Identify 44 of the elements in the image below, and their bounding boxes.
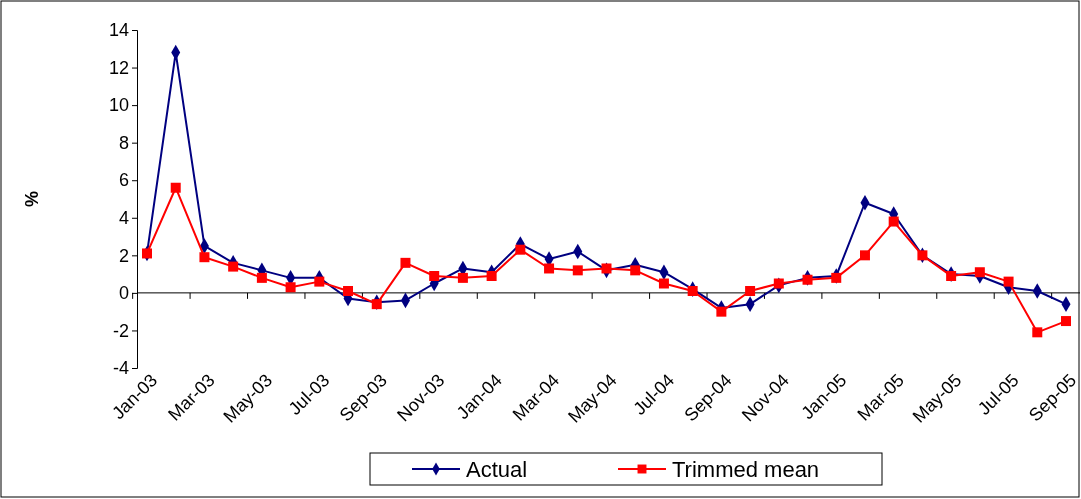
y-tick-label: -4: [112, 358, 129, 379]
point: [544, 263, 555, 274]
point: [1061, 316, 1071, 327]
point: [314, 276, 325, 287]
point: [400, 257, 411, 268]
legend-label: Actual: [466, 456, 528, 482]
point: [687, 286, 698, 297]
y-tick-label: 10: [108, 95, 129, 116]
point: [256, 272, 267, 283]
point: [974, 267, 985, 278]
point: [802, 274, 813, 285]
point: [199, 252, 210, 263]
y-tick-label: 4: [118, 208, 129, 229]
y-tick-label: 12: [108, 57, 129, 78]
point: [371, 299, 382, 310]
point: [601, 263, 612, 274]
point: [1003, 276, 1014, 287]
point: [716, 306, 727, 317]
legend-label: Trimmed mean: [672, 456, 820, 482]
point: [343, 286, 354, 297]
point: [486, 270, 497, 281]
y-tick-label: -2: [112, 320, 129, 341]
y-axis-title: %: [22, 190, 42, 208]
point: [457, 272, 468, 283]
y-tick-label: 6: [118, 170, 129, 191]
point: [946, 270, 957, 281]
y-tick-label: 8: [118, 132, 129, 153]
point: [888, 216, 899, 227]
point: [630, 265, 641, 276]
point: [859, 250, 870, 261]
point: [745, 286, 756, 297]
point: [228, 261, 239, 272]
point: [572, 265, 583, 276]
point: [515, 244, 526, 255]
point: [658, 278, 669, 289]
point: [285, 282, 296, 293]
point: [773, 278, 784, 289]
y-tick-label: 0: [118, 283, 129, 304]
point: [170, 182, 181, 193]
y-tick-label: 14: [108, 20, 129, 41]
point: [429, 270, 440, 281]
point: [1032, 327, 1043, 338]
point: [831, 272, 842, 283]
y-tick-label: 2: [118, 245, 129, 266]
